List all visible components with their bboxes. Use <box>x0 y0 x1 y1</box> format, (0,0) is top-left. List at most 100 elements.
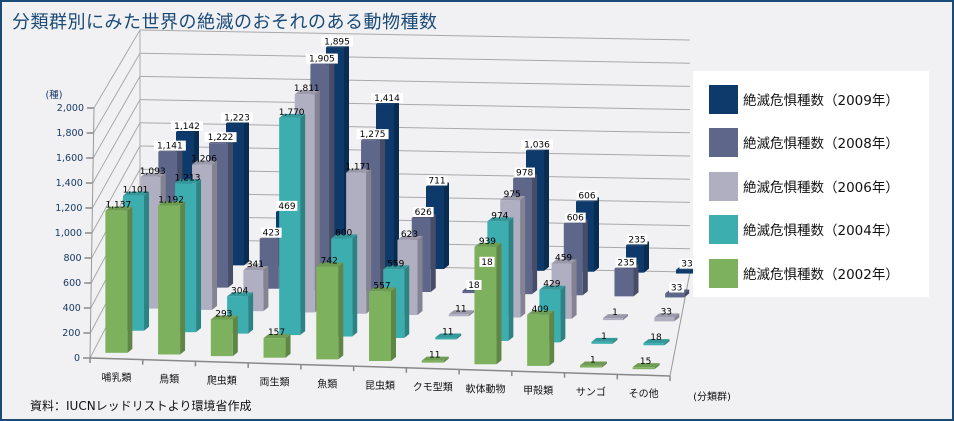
bar-top <box>579 361 607 366</box>
bar-top <box>331 234 358 239</box>
bar <box>474 246 497 365</box>
value-label-bg <box>479 256 495 267</box>
legend-swatch-2006 <box>709 171 738 201</box>
bar-top <box>527 310 555 315</box>
value-label-bg <box>679 258 695 269</box>
value-label: 626 <box>415 208 432 218</box>
bar-top <box>421 356 449 361</box>
value-label-bg <box>426 175 448 186</box>
axis-layer: 0 200 400 600 800 1,000 1,200 1,400 1,600 1,800 2,… <box>46 30 731 403</box>
bar-top <box>175 179 202 184</box>
y-axis-line <box>89 107 95 359</box>
legend-label-2008: 絶滅危惧種数（2008年） <box>743 136 899 152</box>
gridline-side <box>92 76 141 159</box>
x-category-label: 甲殻類 <box>523 384 553 397</box>
value-label-bg <box>521 139 553 150</box>
value-label-bg <box>576 190 598 201</box>
bar <box>665 293 685 298</box>
bar-side <box>532 174 538 295</box>
bar-top <box>591 337 618 342</box>
gridline-back <box>139 75 691 87</box>
bar-side <box>549 310 555 366</box>
x-category-label: その他 <box>629 387 659 400</box>
bar-side <box>601 361 607 368</box>
bar-side <box>300 113 306 336</box>
value-label: 1,222 <box>208 133 234 143</box>
bar <box>462 290 482 294</box>
gridline-back <box>139 29 691 41</box>
value-label: 341 <box>247 260 264 270</box>
value-label: 18 <box>481 258 493 268</box>
x-axis-label: (分類群) <box>693 390 731 403</box>
bar-side <box>456 333 462 340</box>
value-label: 459 <box>555 254 572 264</box>
value-label: 1,275 <box>360 130 386 140</box>
gridline-side <box>92 99 141 184</box>
value-label-bg <box>564 212 586 223</box>
value-label: 800 <box>335 228 352 238</box>
bar <box>632 367 655 370</box>
bar-side <box>228 139 234 288</box>
bar-top <box>158 201 186 206</box>
value-label: 11 <box>429 351 440 361</box>
value-label: 1,414 <box>374 94 400 104</box>
bar-side <box>314 90 320 313</box>
bar <box>527 314 550 366</box>
value-label: 235 <box>617 259 634 269</box>
bar-top <box>397 235 423 240</box>
y-tick-label: 600 <box>63 278 81 289</box>
bar-top <box>500 196 526 201</box>
bar-top <box>551 259 577 264</box>
bar-side <box>654 363 660 370</box>
bar-side <box>391 287 396 361</box>
bar-side <box>244 119 249 266</box>
bar-side <box>684 289 690 298</box>
value-label-bg <box>371 93 403 104</box>
gridline-side <box>91 145 141 234</box>
y-axis-label: (種) <box>46 90 63 101</box>
bar-top <box>346 168 372 173</box>
bar <box>654 317 675 322</box>
y-tick-label: 400 <box>63 303 81 314</box>
bar-side <box>285 334 291 358</box>
value-label-bg <box>153 140 186 151</box>
bar-side <box>622 314 628 321</box>
bar-side <box>560 285 566 343</box>
bar <box>676 269 694 274</box>
value-label: 557 <box>373 281 390 291</box>
value-label: 1 <box>590 356 596 366</box>
x-category-label: 哺乳類 <box>101 371 131 384</box>
value-label: 978 <box>516 169 533 179</box>
x-axis-line <box>89 357 671 377</box>
value-label: 18 <box>650 333 662 343</box>
value-label-bg <box>276 200 298 211</box>
bar-top <box>192 160 218 165</box>
bar-side <box>329 60 335 290</box>
bar-side <box>544 146 549 271</box>
legend-item-2008: 絶滅危惧種数（2008年） <box>709 127 899 157</box>
legend-item-2002: 絶滅危惧種数（2002年） <box>709 258 899 288</box>
value-label: 711 <box>428 177 445 187</box>
bar-side <box>444 182 449 269</box>
y-tick-label: 0 <box>74 353 80 364</box>
value-label: 1,213 <box>175 173 201 183</box>
value-label-bg <box>260 227 282 238</box>
bar-side <box>394 100 399 269</box>
legend-item-2009: 絶滅危惧種数（2009年） <box>709 84 899 114</box>
bar-side <box>338 262 344 360</box>
value-label: 1,142 <box>174 122 200 132</box>
bar-side <box>508 217 514 341</box>
bar-top <box>435 333 462 338</box>
bar-side <box>352 234 358 337</box>
value-label: 1,036 <box>524 141 550 151</box>
value-label: 18 <box>468 281 480 291</box>
bar <box>279 117 301 336</box>
y-tick-label: 200 <box>62 328 80 339</box>
bar <box>158 205 181 355</box>
value-label: 1,895 <box>324 37 350 47</box>
legend: 絶滅危惧種数（2009年） 絶滅危惧種数（2008年） 絶滅危惧種数（2006年… <box>693 71 929 297</box>
value-label: 1,811 <box>294 84 320 94</box>
gridline-back <box>139 99 691 111</box>
bar-top <box>474 242 502 247</box>
